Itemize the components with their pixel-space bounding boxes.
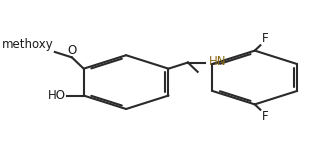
- Text: methoxy: methoxy: [2, 38, 53, 51]
- Text: HO: HO: [48, 89, 66, 102]
- Text: F: F: [262, 111, 268, 124]
- Text: HN: HN: [209, 55, 226, 68]
- Text: F: F: [262, 31, 268, 44]
- Text: O: O: [67, 44, 76, 57]
